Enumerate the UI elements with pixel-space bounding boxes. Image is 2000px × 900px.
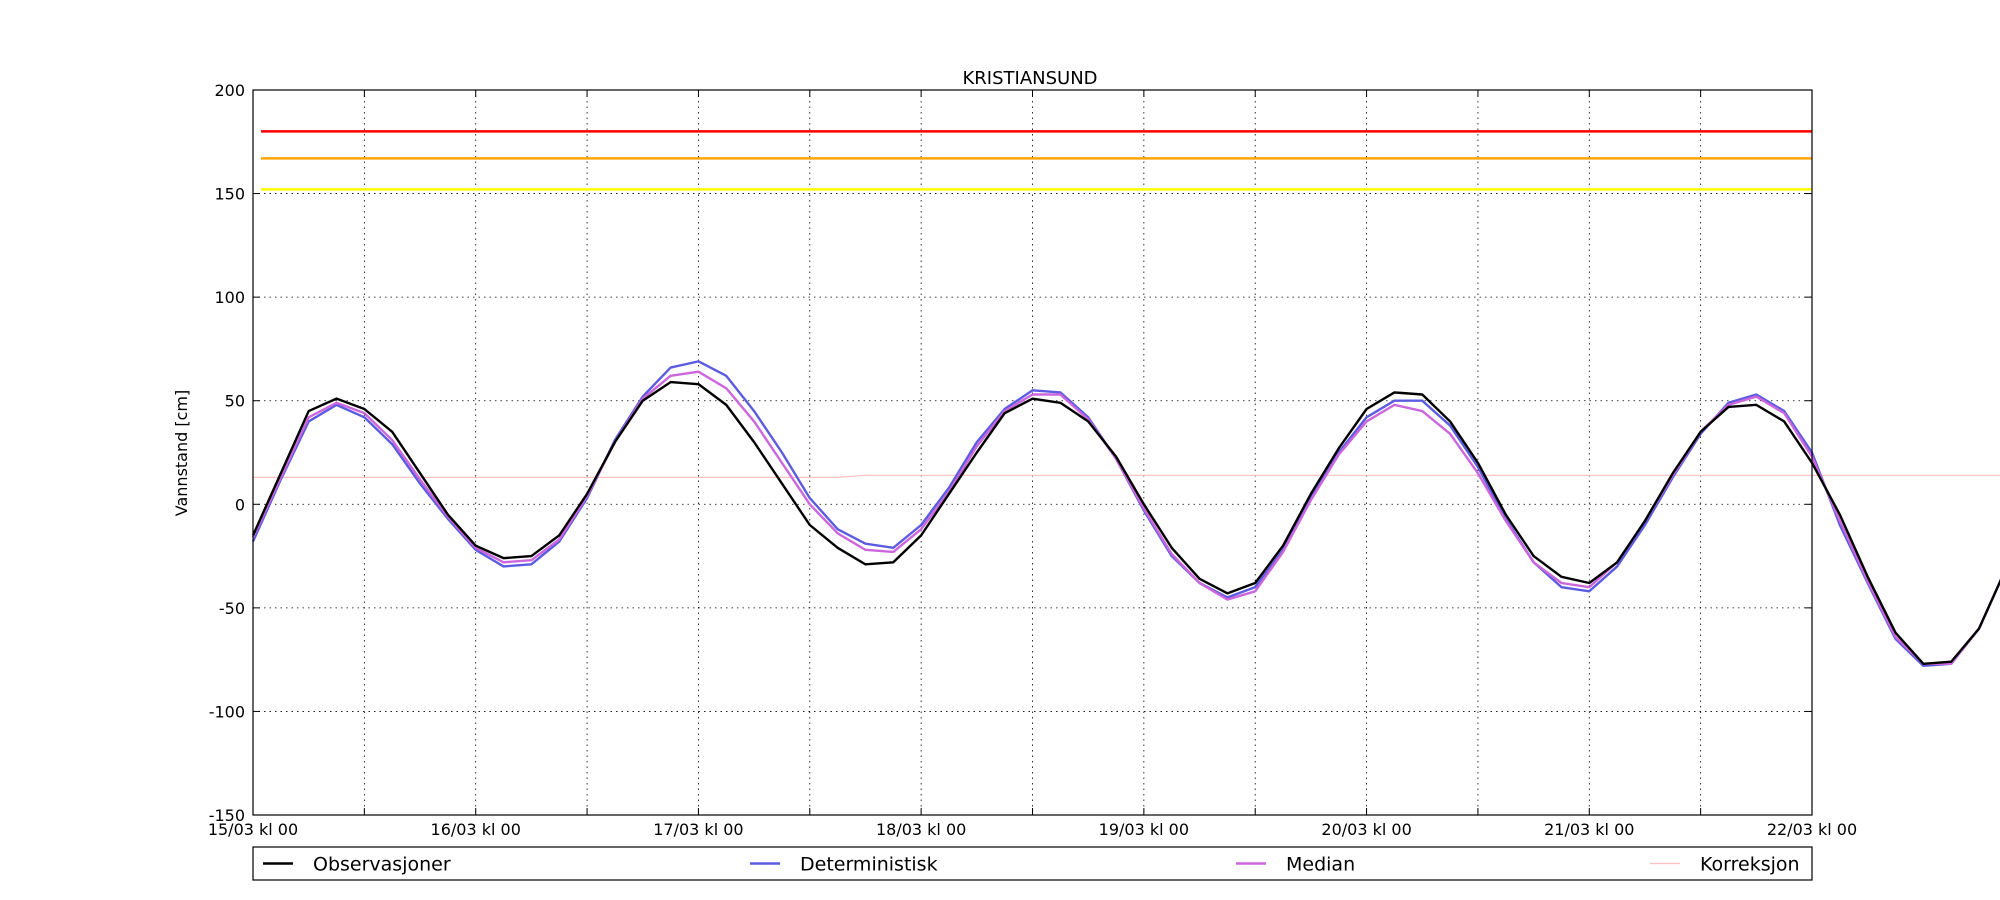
x-tick-label: 16/03 kl 00 <box>431 820 521 839</box>
series-line-median <box>251 370 2000 665</box>
x-axis-ticks: 15/03 kl 00 16/03 kl 00 17/03 kl 00 18/03 k… <box>208 90 1857 839</box>
legend-label: Median <box>1286 854 1355 876</box>
x-tick-label: 21/03 kl 00 <box>1544 820 1634 839</box>
series-lines <box>251 360 2000 668</box>
y-tick-label: -50 <box>219 599 245 618</box>
x-tick-label: 17/03 kl 00 <box>653 820 743 839</box>
y-axis-label: Vannstand [cm] <box>172 390 191 516</box>
x-tick-label: 22/03 kl 00 <box>1767 820 1857 839</box>
x-tick-label: 19/03 kl 00 <box>1099 820 1189 839</box>
y-tick-label: 200 <box>214 81 245 100</box>
y-tick-label: 100 <box>214 288 245 307</box>
x-tick-label: 18/03 kl 00 <box>876 820 966 839</box>
y-tick-label: 150 <box>214 185 245 204</box>
x-tick-label: 20/03 kl 00 <box>1321 820 1411 839</box>
series-line-deterministisk <box>251 360 2000 668</box>
y-tick-label: -100 <box>209 702 245 721</box>
y-axis-ticks: -150 -100 -50 0 50 100 150 200 <box>209 81 1812 825</box>
threshold-lines <box>261 130 1812 191</box>
y-tick-label: 50 <box>225 392 245 411</box>
y-tick-label: -150 <box>209 806 245 825</box>
legend: Observasjoner Deterministisk Median Korreks… <box>252 846 1813 881</box>
series-line-korreksjon <box>253 474 2000 478</box>
grid <box>253 90 1812 815</box>
x-tick-label: 15/03 kl 00 <box>208 820 298 839</box>
legend-label: Korreksjon <box>1700 854 1800 876</box>
legend-label: Observasjoner <box>313 854 451 876</box>
series-line-observasjoner <box>251 380 2000 665</box>
legend-label: Deterministisk <box>800 854 938 876</box>
chart-title: KRISTIANSUND <box>962 68 1097 89</box>
legend-box <box>252 846 1813 881</box>
y-tick-label: 0 <box>235 495 245 514</box>
